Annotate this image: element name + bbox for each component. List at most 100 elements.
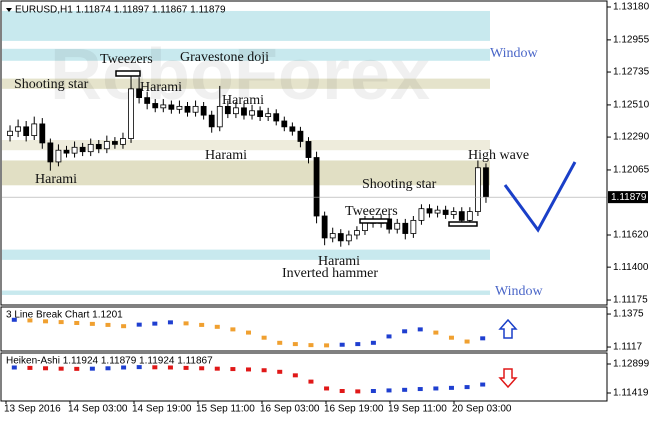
indicator-mark [167, 320, 173, 325]
candle-body [273, 113, 280, 122]
indicator-mark [417, 327, 423, 332]
main-frame [0, 0, 608, 306]
indicator-mark [43, 366, 49, 371]
candle-body [23, 126, 30, 137]
panel1-frame [0, 306, 608, 352]
indicator-mark [58, 366, 64, 371]
indicator-mark [292, 373, 298, 378]
candle-body [394, 222, 401, 230]
indicator-mark [136, 365, 142, 370]
forecast-arrow [503, 161, 577, 233]
pattern-box [448, 221, 478, 227]
candle-body [402, 222, 409, 234]
indicator-mark [292, 342, 298, 347]
annotation: Shooting star [362, 177, 437, 192]
annotation: Harami [222, 93, 264, 108]
candle-body [112, 141, 118, 145]
indicator-mark [214, 324, 220, 329]
candle-body [192, 105, 199, 113]
annotation: Window [495, 284, 544, 299]
indicator-mark [105, 322, 111, 327]
candle-body [321, 215, 328, 239]
header-triangle [6, 8, 12, 12]
last-price-bg [608, 191, 648, 204]
indicator-mark [105, 366, 111, 371]
indicator-mark [27, 365, 33, 370]
candle-body [241, 107, 247, 116]
y-tick-label: 1.11175 [613, 295, 648, 306]
y-tick-label: 1.12955 [613, 35, 650, 46]
candle-body [144, 97, 151, 104]
zone [2, 78, 490, 89]
indicator-title: Heiken-Ashi 1.11924 1.11879 1.11924 1.11… [6, 356, 213, 367]
x-tick-label: 14 Sep 03:00 [68, 404, 128, 415]
candle-body [313, 157, 320, 217]
candle-body [265, 113, 272, 118]
candle-body [216, 105, 223, 128]
y-tick-label: 1.12290 [613, 132, 650, 143]
candle-body [450, 211, 457, 215]
indicator-mark [121, 365, 127, 370]
up-arrow [498, 318, 518, 339]
candle-body [410, 219, 417, 234]
indicator-mark [183, 321, 189, 326]
candle-body [55, 149, 62, 163]
y-tick-label: 1.11620 [613, 230, 649, 241]
indicator-mark [58, 320, 64, 325]
indicator-mark [324, 343, 330, 348]
annotation: Harami [140, 80, 182, 95]
y-tick-label: 1.1375 [613, 309, 644, 320]
indicator-mark [183, 365, 189, 370]
indicator-mark [89, 366, 95, 371]
watermark: RoboForex [50, 35, 430, 115]
candle-body [168, 104, 175, 110]
indicator-mark [370, 389, 376, 394]
indicator-title: 3 Line Break Chart 1.1201 [6, 310, 123, 321]
indicator-mark [480, 336, 486, 341]
x-tick-label: 14 Sep 19:00 [132, 404, 192, 415]
candle-body [224, 105, 231, 115]
indicator-mark [246, 367, 251, 372]
indicator-mark [464, 385, 470, 390]
indicator-mark [308, 379, 314, 384]
indicator-mark [386, 334, 392, 339]
indicator-mark [448, 335, 454, 340]
zone [2, 10, 490, 41]
candle-body [95, 143, 102, 150]
x-tick-label: 13 Sep 2016 [4, 404, 61, 415]
panel2-frame [0, 352, 608, 402]
y-tick-label: 1.12899 [613, 359, 650, 370]
indicator-mark [324, 386, 330, 391]
indicator-mark [277, 340, 283, 345]
indicator-mark [11, 365, 17, 370]
indicator-mark [230, 327, 236, 332]
last-price-label: 1.11879 [611, 192, 647, 203]
y-tick-label: 1.12065 [613, 165, 650, 176]
indicator-mark [89, 321, 95, 326]
indicator-mark [480, 382, 486, 387]
candle-body [353, 230, 360, 236]
candle-body [31, 123, 38, 137]
indicator-mark [370, 340, 376, 345]
candle-body [79, 146, 86, 153]
candle-body [7, 130, 13, 137]
candle-body [15, 126, 22, 132]
indicator-mark [277, 369, 283, 374]
candle-body [483, 167, 489, 198]
indicator-mark [74, 320, 80, 325]
y-tick-label: 1.13180 [613, 2, 650, 13]
indicator-mark [121, 324, 127, 329]
candle-body [337, 233, 344, 242]
candle-body [345, 234, 352, 242]
pattern-box [359, 218, 389, 224]
candle-body [232, 107, 239, 115]
candle-body [426, 208, 433, 214]
candle-body [434, 209, 441, 214]
indicator-mark [355, 342, 361, 347]
annotation: Tweezers [100, 52, 153, 67]
indicator-mark [339, 389, 345, 394]
candle-body [466, 211, 473, 221]
indicator-mark [199, 322, 205, 327]
indicator-mark [152, 365, 158, 370]
zone [2, 290, 490, 295]
